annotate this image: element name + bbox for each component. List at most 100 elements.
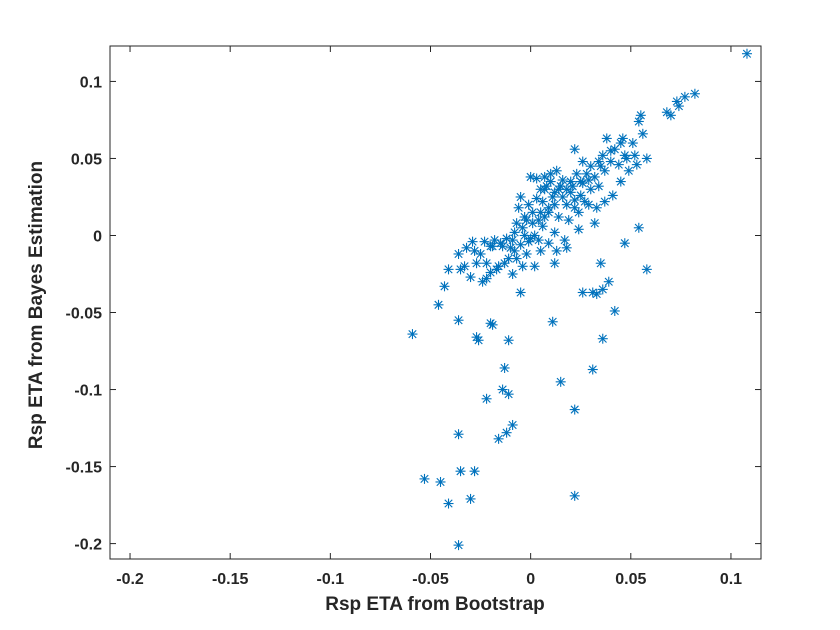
data-point bbox=[475, 248, 486, 259]
data-point bbox=[501, 427, 512, 438]
data-point bbox=[609, 144, 620, 155]
data-point bbox=[573, 207, 584, 218]
data-point bbox=[619, 238, 630, 249]
data-point bbox=[567, 181, 578, 192]
data-point bbox=[517, 222, 528, 233]
data-point bbox=[571, 168, 582, 179]
data-point bbox=[573, 224, 584, 235]
data-point bbox=[575, 190, 586, 201]
x-tick-label: -0.2 bbox=[116, 571, 144, 588]
data-point bbox=[407, 329, 418, 340]
data-point bbox=[595, 258, 606, 269]
data-point bbox=[499, 258, 510, 269]
data-point bbox=[589, 218, 600, 229]
data-point bbox=[619, 150, 630, 161]
data-point bbox=[471, 258, 482, 269]
data-point bbox=[593, 181, 604, 192]
data-point bbox=[591, 289, 602, 300]
y-tick-label: -0.05 bbox=[66, 306, 103, 323]
data-point bbox=[641, 264, 652, 275]
data-point bbox=[603, 276, 614, 287]
x-tick-label: -0.05 bbox=[412, 571, 449, 588]
data-point bbox=[547, 316, 558, 327]
y-tick-label: -0.2 bbox=[74, 537, 102, 554]
data-point bbox=[509, 227, 520, 238]
data-point bbox=[481, 393, 492, 404]
x-axis-title: Rsp ETA from Bootstrap bbox=[325, 594, 545, 615]
data-point bbox=[623, 165, 634, 176]
data-point bbox=[499, 362, 510, 373]
data-point bbox=[453, 540, 464, 551]
data-point bbox=[535, 207, 546, 218]
data-point bbox=[559, 235, 570, 246]
data-point bbox=[443, 264, 454, 275]
data-point bbox=[605, 145, 616, 156]
data-point bbox=[433, 299, 444, 310]
data-point bbox=[689, 88, 700, 99]
data-point bbox=[633, 222, 644, 233]
data-point bbox=[453, 248, 464, 259]
data-point bbox=[641, 153, 652, 164]
data-point bbox=[587, 364, 598, 375]
data-point bbox=[467, 236, 478, 247]
data-point bbox=[513, 202, 524, 213]
data-point bbox=[545, 176, 556, 187]
data-point bbox=[631, 159, 642, 170]
data-point bbox=[549, 199, 560, 210]
data-point bbox=[537, 221, 548, 232]
data-point bbox=[577, 156, 588, 167]
y-axis-title: Rsp ETA from Bayes Estimation bbox=[26, 161, 47, 449]
data-point bbox=[597, 333, 608, 344]
data-point bbox=[497, 241, 508, 252]
data-point bbox=[525, 171, 536, 182]
data-point bbox=[553, 212, 564, 222]
data-point bbox=[523, 199, 534, 210]
data-point bbox=[593, 156, 604, 167]
data-point bbox=[455, 264, 466, 275]
data-point bbox=[597, 150, 608, 161]
data-point bbox=[507, 419, 518, 430]
data-point bbox=[621, 153, 632, 164]
data-markers bbox=[407, 48, 752, 551]
data-point bbox=[549, 227, 560, 238]
data-point bbox=[511, 218, 522, 229]
data-point bbox=[533, 235, 544, 246]
data-point bbox=[497, 384, 508, 395]
data-point bbox=[577, 287, 588, 298]
x-tick-label: -0.15 bbox=[212, 571, 249, 588]
data-point bbox=[539, 184, 550, 195]
data-point bbox=[553, 184, 564, 195]
data-point bbox=[507, 269, 518, 279]
data-point bbox=[627, 138, 638, 149]
x-tick-label: 0.05 bbox=[615, 571, 646, 588]
data-point bbox=[609, 305, 620, 316]
x-tick-label: 0.1 bbox=[720, 571, 742, 588]
data-point bbox=[555, 376, 566, 387]
data-point bbox=[629, 150, 640, 161]
data-point bbox=[515, 191, 526, 202]
data-point bbox=[547, 191, 558, 202]
data-point bbox=[633, 116, 644, 127]
data-point bbox=[637, 128, 648, 139]
data-point bbox=[501, 233, 512, 244]
data-point bbox=[515, 287, 526, 298]
data-point bbox=[543, 202, 554, 213]
data-point bbox=[507, 235, 518, 246]
data-point bbox=[465, 493, 476, 504]
x-tick-label: 0 bbox=[526, 571, 535, 588]
data-point bbox=[511, 253, 522, 264]
y-tick-label: 0.05 bbox=[71, 151, 102, 168]
data-point bbox=[419, 473, 430, 484]
data-point bbox=[599, 196, 610, 207]
data-point bbox=[569, 490, 580, 501]
x-axis-ticks: -0.2 -0.15 -0.1 -0.05 0 0.05 0.1 bbox=[116, 46, 742, 588]
data-point bbox=[597, 284, 608, 295]
data-point bbox=[615, 176, 626, 187]
data-point bbox=[453, 429, 464, 440]
data-point bbox=[569, 144, 580, 155]
y-tick-label: 0 bbox=[93, 228, 102, 245]
data-point bbox=[493, 433, 504, 444]
data-point bbox=[435, 476, 446, 487]
data-point bbox=[569, 195, 580, 206]
data-point bbox=[539, 171, 550, 182]
